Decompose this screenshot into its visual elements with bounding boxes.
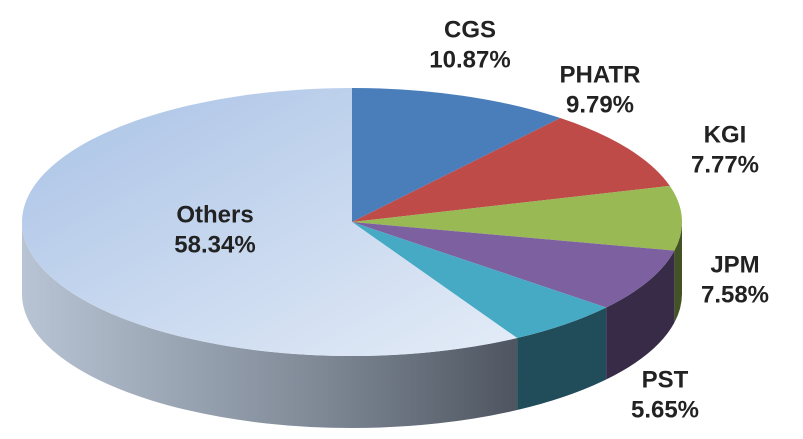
value-label: 9.79% [566, 91, 634, 118]
value-label: 58.34% [174, 231, 255, 258]
slice-label: Others [176, 201, 253, 228]
slice-side [674, 222, 682, 323]
value-label: 7.58% [701, 281, 769, 308]
slice [352, 185, 682, 251]
pie-tops [21, 88, 682, 356]
value-label: 10.87% [429, 46, 510, 73]
slice-side [22, 222, 518, 428]
slice-label: PHATR [560, 61, 641, 88]
value-label: 5.65% [631, 396, 699, 423]
slice-side [606, 250, 675, 380]
slice [352, 222, 675, 308]
slice-side [517, 307, 607, 411]
pie-sides [22, 222, 682, 428]
slice-label: KGI [704, 121, 747, 148]
slice [352, 88, 561, 222]
slice [352, 118, 670, 222]
slice [21, 88, 518, 356]
slice-label: CGS [444, 16, 496, 43]
slice-label: PST [642, 366, 689, 393]
slice [352, 222, 607, 339]
labels: CGS 10.87% PHATR 9.79% KGI 7.77% JPM 7.58% PST 5.… [174, 16, 769, 423]
slice-label: JPM [710, 251, 759, 278]
value-label: 7.77% [691, 151, 759, 178]
